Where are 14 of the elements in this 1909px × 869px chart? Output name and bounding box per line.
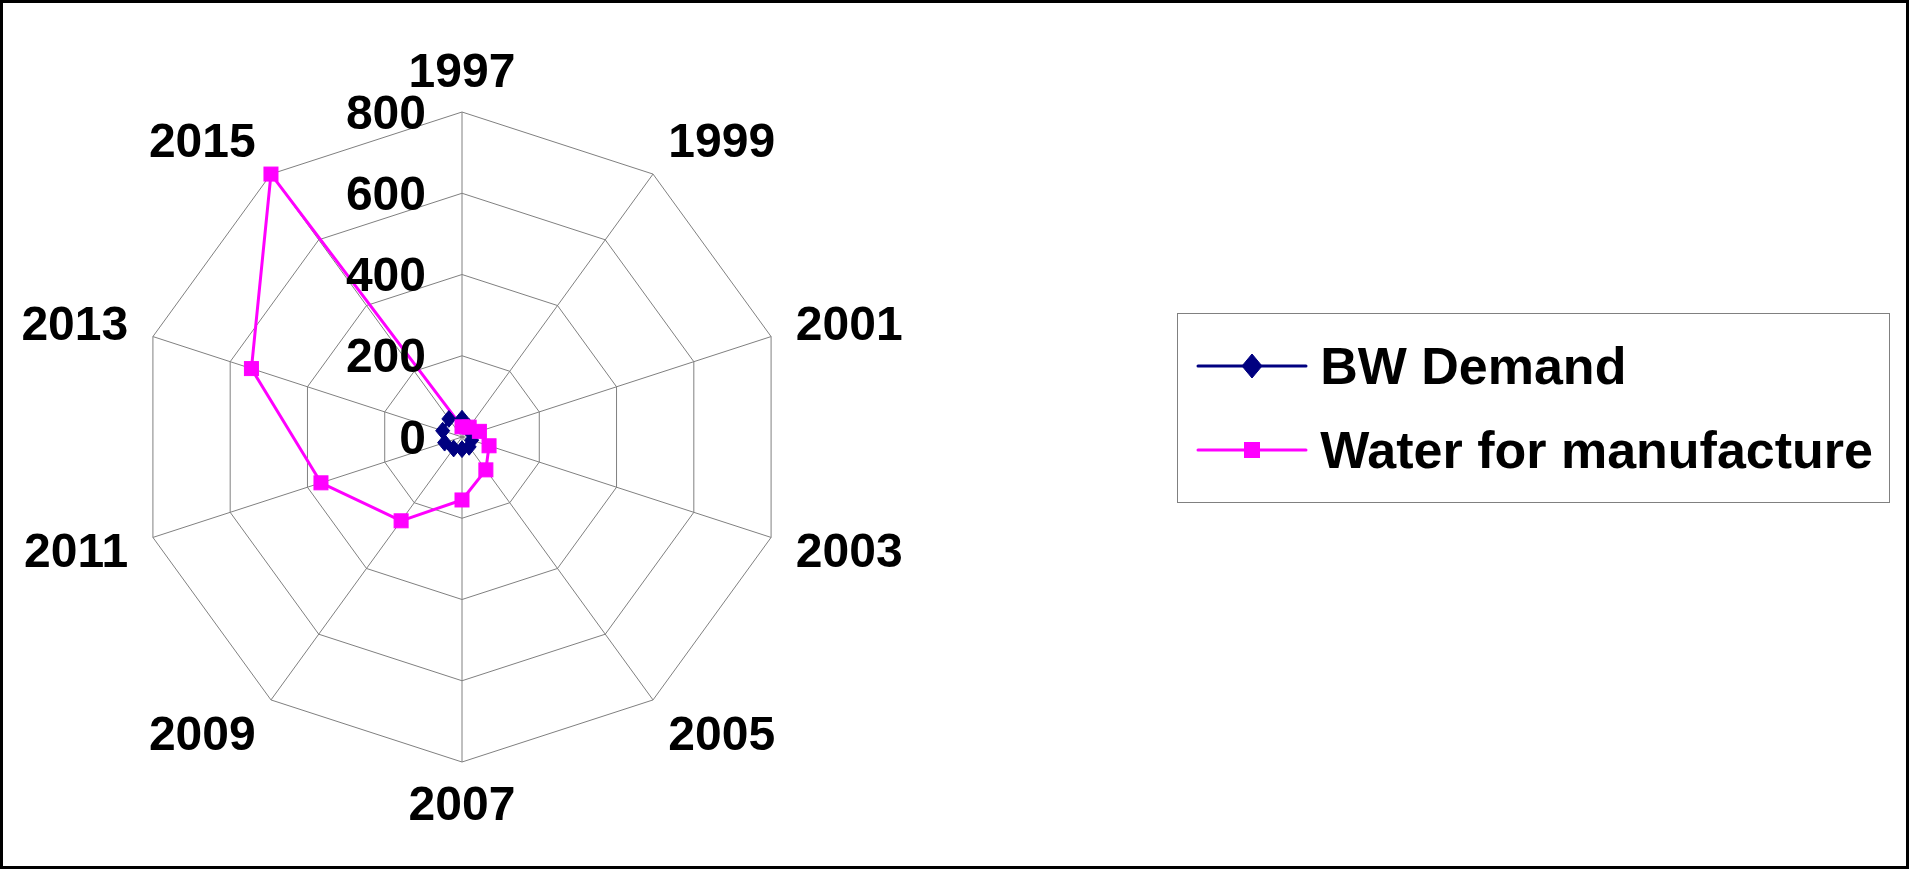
legend-label: Water for manufacture [1320,421,1873,479]
spoke-label: 2005 [668,707,776,761]
y-tick-label: 400 [345,248,426,301]
y-tick-label: 0 [399,410,426,464]
y-tick-label: 600 [345,166,426,220]
spoke-label: 2011 [24,523,129,577]
spoke-label: 2001 [795,297,903,351]
spoke-label: 2013 [21,297,129,351]
spoke-label: 2009 [148,707,256,761]
legend-label: BW Demand [1320,337,1627,395]
spoke-label: 2015 [148,113,256,167]
spoke-label: 2003 [795,523,903,577]
spoke-label: 1999 [668,113,776,167]
spoke-label: 2007 [408,777,516,831]
